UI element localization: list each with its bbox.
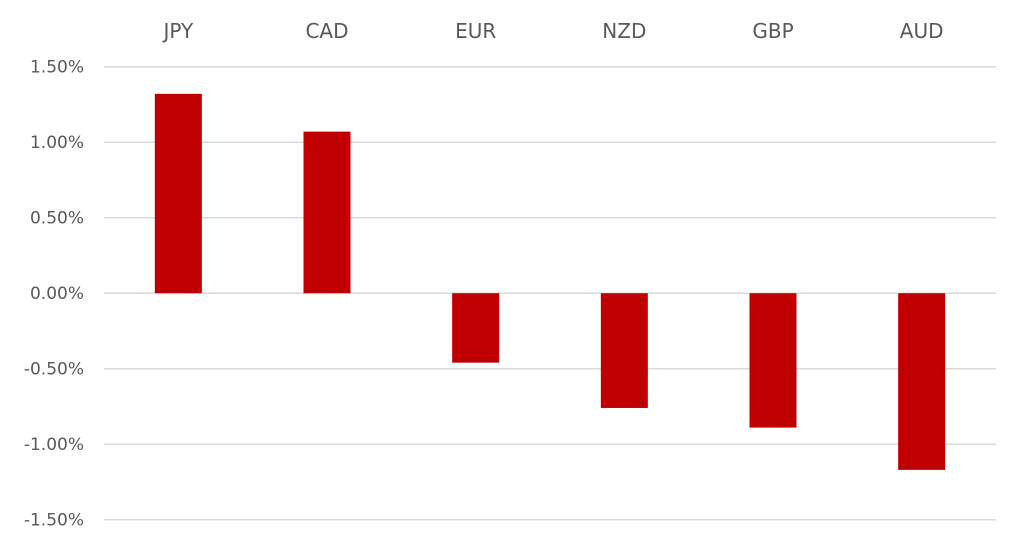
y-tick-label: 1.50% bbox=[30, 58, 84, 78]
y-tick-label: -1.50% bbox=[24, 511, 84, 531]
bar-gbp bbox=[749, 293, 797, 428]
category-label: NZD bbox=[602, 19, 646, 43]
y-tick-label: -0.50% bbox=[24, 360, 84, 380]
category-label: EUR bbox=[455, 19, 496, 43]
y-tick-label: -1.00% bbox=[24, 435, 84, 455]
category-label: AUD bbox=[900, 19, 944, 43]
bar-aud bbox=[898, 293, 946, 470]
category-label: JPY bbox=[161, 19, 194, 43]
bar-jpy bbox=[154, 93, 202, 294]
category-label: GBP bbox=[752, 19, 793, 43]
y-tick-label: 0.00% bbox=[30, 284, 84, 304]
y-tick-label: 1.00% bbox=[30, 133, 84, 153]
bar-nzd bbox=[600, 293, 648, 408]
category-label: CAD bbox=[305, 19, 348, 43]
bar-eur bbox=[452, 293, 500, 363]
y-tick-label: 0.50% bbox=[30, 209, 84, 229]
bar-cad bbox=[303, 131, 351, 294]
